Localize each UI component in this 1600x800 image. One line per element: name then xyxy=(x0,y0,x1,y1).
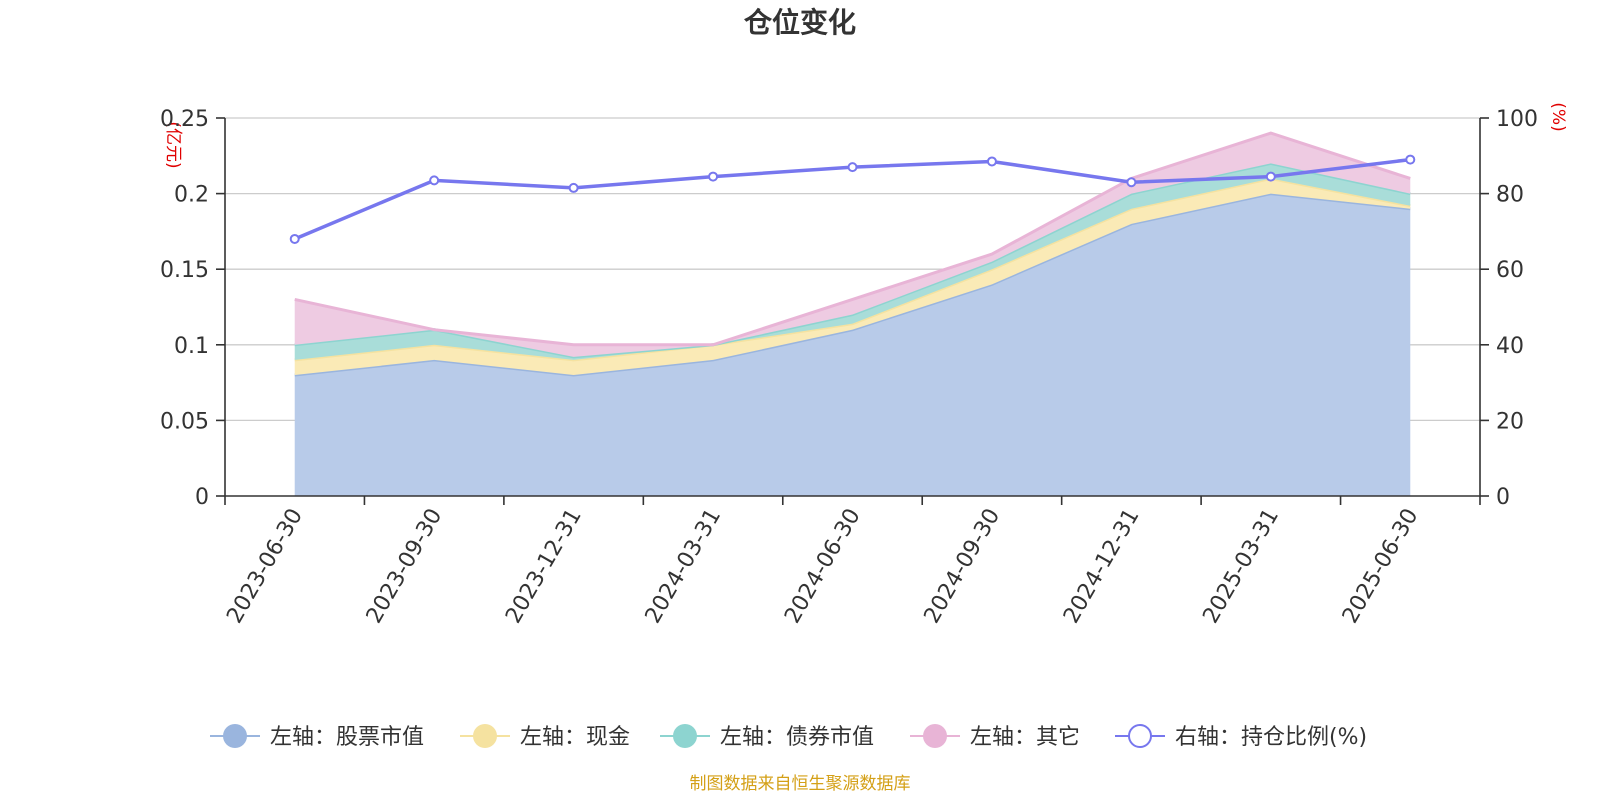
area-edge xyxy=(294,131,1411,347)
ratio-point xyxy=(289,233,300,244)
left-tick-label: 0.05 xyxy=(160,409,209,434)
legend-marker xyxy=(1128,724,1152,748)
left-tick-label: 0 xyxy=(195,485,209,510)
x-axis-ticks: 2023-06-30 2023-09-30 2023-12-31 2024-03-31… xyxy=(222,496,1481,628)
legend-label: 左轴：现金 xyxy=(520,725,630,750)
legend-marker xyxy=(673,724,697,748)
ratio-point xyxy=(1126,177,1137,188)
left-tick-label: 0.1 xyxy=(174,334,209,359)
ratio-point xyxy=(708,171,719,182)
left-tick-label: 0.25 xyxy=(160,107,209,132)
area-fill xyxy=(294,178,1411,376)
right-axis-ticks: 0 20 40 60 80 100 xyxy=(1480,107,1538,510)
ratio-point xyxy=(986,156,997,167)
x-tick-label: 2025-03-31 xyxy=(1198,505,1284,628)
left-tick-label: 0.2 xyxy=(174,183,209,208)
area-fill xyxy=(294,163,1411,360)
left-axis-unit: (亿元) xyxy=(163,121,183,168)
legend-label: 左轴：其它 xyxy=(970,725,1080,750)
legend-label: 左轴：债券市值 xyxy=(720,725,874,750)
right-tick-label: 80 xyxy=(1496,183,1524,208)
legend-label: 右轴：持仓比例(%) xyxy=(1175,725,1367,750)
legend-item[interactable]: 左轴：其它 xyxy=(910,724,1080,750)
right-tick-label: 40 xyxy=(1496,334,1524,359)
legend-item[interactable]: 左轴：现金 xyxy=(460,724,630,750)
legend-item[interactable]: 左轴：债券市值 xyxy=(660,724,874,750)
x-tick-label: 2025-06-30 xyxy=(1338,505,1424,628)
left-tick-label: 0.15 xyxy=(160,258,209,283)
legend: 左轴：股票市值 左轴：现金 左轴：债券市值 左轴：其它 右轴：持仓比例(%) xyxy=(210,724,1367,750)
x-tick-label: 2023-12-31 xyxy=(501,505,587,628)
x-tick-label: 2023-09-30 xyxy=(362,505,448,628)
ratio-line-series xyxy=(289,154,1416,244)
legend-label: 左轴：股票市值 xyxy=(270,725,424,750)
left-axis-ticks: 0 0.05 0.1 0.15 0.2 0.25 xyxy=(160,107,225,510)
ratio-point xyxy=(1265,171,1276,182)
axes xyxy=(224,118,1481,497)
source-note: 制图数据来自恒生聚源数据库 xyxy=(690,774,911,794)
ratio-point xyxy=(847,162,858,173)
legend-marker xyxy=(223,724,247,748)
right-tick-label: 100 xyxy=(1496,107,1538,132)
x-tick-label: 2024-06-30 xyxy=(780,505,866,628)
right-tick-label: 0 xyxy=(1496,485,1510,510)
x-tick-label: 2024-12-31 xyxy=(1059,505,1145,628)
area-series xyxy=(294,131,1411,496)
legend-item[interactable]: 右轴：持仓比例(%) xyxy=(1115,724,1367,750)
area-fill xyxy=(294,193,1411,496)
right-tick-label: 60 xyxy=(1496,258,1524,283)
chart-title: 仓位变化 xyxy=(744,6,856,39)
right-tick-label: 20 xyxy=(1496,409,1524,434)
legend-marker xyxy=(923,724,947,748)
ratio-point xyxy=(429,175,440,186)
right-axis-unit: (%) xyxy=(1548,102,1568,131)
x-tick-label: 2023-06-30 xyxy=(222,505,308,628)
ratio-point xyxy=(568,182,579,193)
legend-item[interactable]: 左轴：股票市值 xyxy=(210,724,424,750)
x-tick-label: 2024-09-30 xyxy=(920,505,1006,628)
x-tick-label: 2024-03-31 xyxy=(641,505,727,628)
ratio-point xyxy=(1405,154,1416,165)
legend-marker xyxy=(473,724,497,748)
area-fill xyxy=(294,133,1411,357)
